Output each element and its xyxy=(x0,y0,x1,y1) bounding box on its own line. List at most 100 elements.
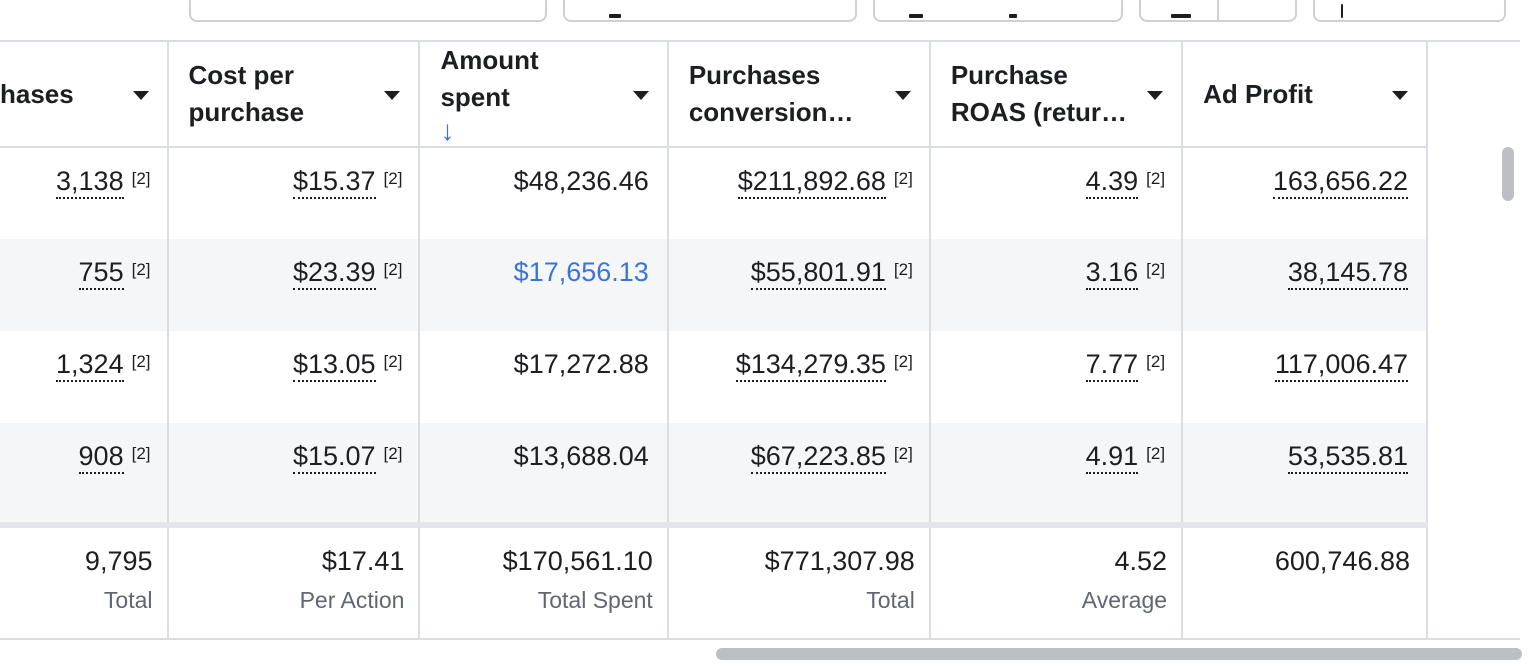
cell-ad-profit: 163,656.22 xyxy=(1182,147,1428,239)
reports-icon xyxy=(909,14,923,18)
chevron-down-icon[interactable] xyxy=(132,91,149,100)
chevron-down-icon[interactable] xyxy=(894,91,911,100)
table-row[interactable]: 908 [2] $15.07 [2] $13,688.04 $67,223.85 [2… xyxy=(0,423,1428,515)
totals-row: 9,795 Total $17.41 Per Action $170,561.10 T… xyxy=(0,522,1428,638)
total-label: Total xyxy=(866,587,915,613)
total-cost-per-purchase: $17.41 Per Action xyxy=(167,522,421,638)
profit-value[interactable]: 117,006.47 xyxy=(1274,349,1408,382)
total-value: 9,795 xyxy=(84,546,153,576)
view-toggle-button[interactable] xyxy=(1139,0,1297,22)
column-header-amount-spent[interactable]: Amount spent ↓ xyxy=(419,42,669,148)
cell-purchases: 1,324 [2] xyxy=(0,331,169,423)
column-header-purchases[interactable]: hases xyxy=(0,42,169,148)
total-label: Total xyxy=(103,587,153,613)
conversion-value[interactable]: $67,223.85 xyxy=(750,441,886,474)
chevron-down-icon[interactable] xyxy=(1147,91,1164,100)
cell-purchases: 908 [2] xyxy=(0,423,169,515)
cell-purchases: 755 [2] xyxy=(0,239,169,331)
total-value: $771,307.98 xyxy=(764,546,915,576)
total-value: $170,561.10 xyxy=(502,546,653,576)
profit-value[interactable]: 53,535.81 xyxy=(1287,441,1408,474)
roas-value[interactable]: 3.16 xyxy=(1085,257,1139,290)
cell-cost-per-purchase: $23.39 [2] xyxy=(167,239,421,331)
cell-amount-spent: $17,656.13 xyxy=(419,239,669,331)
header-label: Ad Profit xyxy=(1203,78,1313,109)
cell-ad-profit: 38,145.78 xyxy=(1182,239,1428,331)
view-toggle-divider xyxy=(1217,0,1219,20)
column-header-purchase-roas[interactable]: Purchase ROAS (retur… xyxy=(929,42,1184,148)
cell-amount-spent: $13,688.04 xyxy=(419,423,669,515)
data-grid: hases Cost per purchase Amount spent ↓ P… xyxy=(0,40,1520,640)
footnote[interactable]: [2] xyxy=(131,444,151,463)
chevron-down-icon[interactable] xyxy=(384,91,401,100)
column-header-purchases-conversion-value[interactable]: Purchases conversion… xyxy=(667,42,931,148)
footnote[interactable]: [2] xyxy=(893,260,913,279)
column-header-ad-profit[interactable]: Ad Profit xyxy=(1182,42,1428,148)
total-purchases: 9,795 Total xyxy=(0,522,169,638)
export-icon xyxy=(1341,4,1343,18)
chevron-down-icon[interactable] xyxy=(632,91,649,100)
roas-value[interactable]: 7.77 xyxy=(1085,349,1139,382)
table-row[interactable]: 3,138 [2] $15.37 [2] $48,236.46 $211,892.6… xyxy=(0,147,1428,239)
cell-cost-per-purchase: $15.37 [2] xyxy=(167,147,421,239)
conversion-value[interactable]: $134,279.35 xyxy=(735,349,886,382)
cost-value[interactable]: $15.37 xyxy=(292,166,376,199)
total-label: Total Spent xyxy=(537,587,653,613)
chevron-down-icon[interactable] xyxy=(1392,91,1408,100)
footnote[interactable]: [2] xyxy=(1146,169,1166,188)
total-label: Average xyxy=(1081,587,1168,613)
footnote[interactable]: [2] xyxy=(131,352,151,371)
footnote[interactable]: [2] xyxy=(383,444,403,463)
footnote[interactable]: [2] xyxy=(893,352,913,371)
header-label-text: Amount spent xyxy=(440,45,539,112)
footnote[interactable]: [2] xyxy=(131,260,151,279)
cost-value[interactable]: $23.39 xyxy=(292,257,376,290)
profit-value[interactable]: 163,656.22 xyxy=(1272,166,1408,199)
footnote[interactable]: [2] xyxy=(131,169,151,188)
footnote[interactable]: [2] xyxy=(383,352,403,371)
total-value: $17.41 xyxy=(321,546,405,576)
header-label: Cost per purchase xyxy=(188,60,305,127)
cost-value[interactable]: $15.07 xyxy=(292,441,376,474)
spacer-cell xyxy=(667,515,931,525)
profit-value[interactable]: 38,145.78 xyxy=(1287,257,1408,290)
breakdown-button[interactable] xyxy=(563,0,857,22)
spent-value-link[interactable]: $17,656.13 xyxy=(513,257,649,287)
cell-cost-per-purchase: $13.05 [2] xyxy=(167,331,421,423)
footnote[interactable]: [2] xyxy=(1146,260,1166,279)
cell-purchases: 3,138 [2] xyxy=(0,147,169,239)
cost-value[interactable]: $13.05 xyxy=(292,349,376,382)
total-value: 4.52 xyxy=(1114,546,1168,576)
header-label: Purchases conversion… xyxy=(688,60,854,127)
conversion-value[interactable]: $211,892.68 xyxy=(737,166,886,199)
export-button[interactable] xyxy=(1313,0,1506,22)
ads-table: hases Cost per purchase Amount spent ↓ P… xyxy=(0,42,1428,638)
purchases-value[interactable]: 755 xyxy=(78,257,124,290)
vertical-scrollbar[interactable] xyxy=(1502,147,1514,201)
cell-cost-per-purchase: $15.07 [2] xyxy=(167,423,421,515)
roas-value[interactable]: 4.91 xyxy=(1085,441,1139,474)
cell-roas: 4.39 [2] xyxy=(929,147,1184,239)
footnote[interactable]: [2] xyxy=(1146,352,1166,371)
reports-button[interactable] xyxy=(873,0,1123,22)
table-row[interactable]: 1,324 [2] $13.05 [2] $17,272.88 $134,279.3… xyxy=(0,331,1428,423)
footnote[interactable]: [2] xyxy=(383,260,403,279)
table-row[interactable]: 755 [2] $23.39 [2] $17,656.13 $55,801.91 [2… xyxy=(0,239,1428,331)
column-header-cost-per-purchase[interactable]: Cost per purchase xyxy=(167,42,421,148)
footnote[interactable]: [2] xyxy=(893,444,913,463)
horizontal-scrollbar[interactable] xyxy=(716,648,1522,660)
footnote[interactable]: [2] xyxy=(383,169,403,188)
conversion-value[interactable]: $55,801.91 xyxy=(750,257,886,290)
purchases-value[interactable]: 908 xyxy=(78,441,124,474)
total-roas: 4.52 Average xyxy=(929,522,1184,638)
roas-value[interactable]: 4.39 xyxy=(1085,166,1139,199)
view-icon xyxy=(1171,14,1191,18)
header-label: Amount spent ↓ xyxy=(420,42,666,146)
filter-button[interactable] xyxy=(189,0,547,22)
total-amount-spent: $170,561.10 Total Spent xyxy=(419,522,669,638)
footnote[interactable]: [2] xyxy=(1146,444,1166,463)
sort-descending-icon[interactable]: ↓ xyxy=(440,115,455,146)
footnote[interactable]: [2] xyxy=(893,169,913,188)
purchases-value[interactable]: 1,324 xyxy=(56,349,124,382)
purchases-value[interactable]: 3,138 xyxy=(56,166,124,199)
